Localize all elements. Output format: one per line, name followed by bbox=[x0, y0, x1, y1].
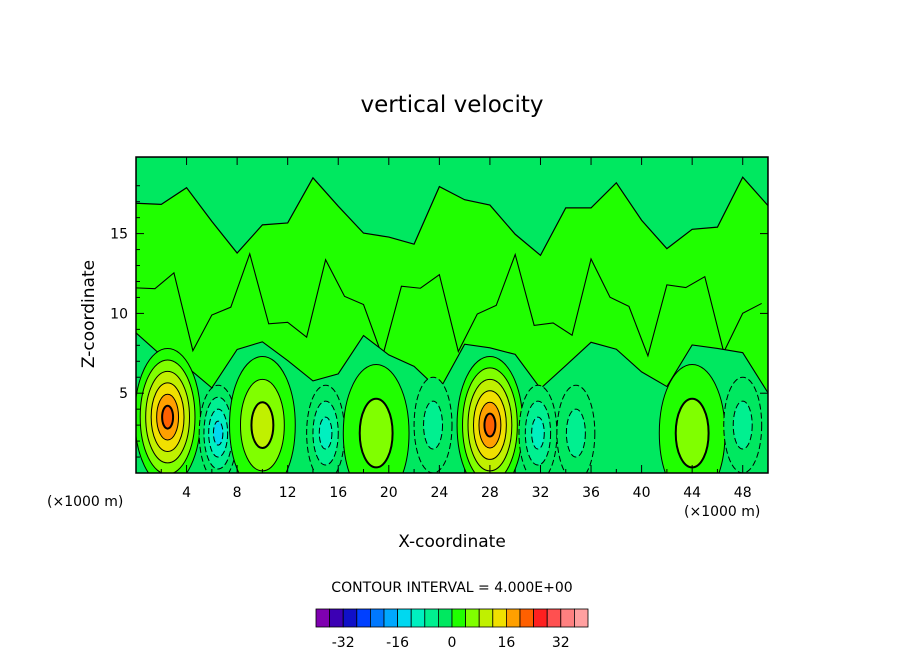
x-tick-label: 32 bbox=[532, 485, 550, 501]
colorbar-swatch bbox=[342, 608, 358, 628]
contour-level bbox=[565, 408, 586, 458]
colorbar-swatch bbox=[505, 608, 521, 628]
colorbar bbox=[315, 608, 589, 628]
colorbar-tick-label: -16 bbox=[386, 635, 409, 651]
contour-level bbox=[212, 420, 224, 446]
colorbar-swatch bbox=[329, 608, 344, 628]
colorbar-swatch bbox=[465, 608, 480, 628]
chart-title: vertical velocity bbox=[361, 92, 544, 118]
colorbar-tick-label: -32 bbox=[332, 635, 355, 651]
colorbar-tick-labels: -32 -16 0 16 32 bbox=[332, 635, 570, 651]
downdraft-cell-3 bbox=[306, 384, 346, 473]
y-tick-label: 15 bbox=[110, 227, 128, 243]
plot-frame bbox=[135, 156, 769, 474]
y-axis-label: Z-coordinate bbox=[79, 260, 99, 368]
contour-level bbox=[318, 416, 333, 450]
x-tick-label: 20 bbox=[380, 485, 398, 501]
x-tick-label: 48 bbox=[734, 485, 752, 501]
downdraft-cell-5 bbox=[413, 376, 453, 473]
x-tick-label: 24 bbox=[430, 485, 448, 501]
contour-field bbox=[136, 157, 768, 473]
y-tick-label: 10 bbox=[110, 306, 128, 322]
x-axis-ticks: 4 8 12 16 20 24 28 32 36 40 44 48 bbox=[160, 157, 752, 501]
x-unit-right: (×1000 m) bbox=[684, 504, 760, 520]
x-tick-label: 36 bbox=[582, 485, 600, 501]
y-axis-ticks: 5 10 15 bbox=[110, 185, 768, 458]
updraft-cell-0 bbox=[136, 348, 201, 473]
updraft-cell-6 bbox=[456, 356, 524, 473]
x-axis-label: X-coordinate bbox=[398, 532, 506, 552]
updraft-cell-9 bbox=[658, 363, 726, 473]
contour-level bbox=[358, 397, 394, 469]
x-tick-label: 8 bbox=[233, 485, 242, 501]
colorbar-swatch bbox=[478, 608, 494, 628]
colorbar-swatch bbox=[437, 608, 453, 628]
x-tick-label: 12 bbox=[279, 485, 297, 501]
contour-level bbox=[161, 404, 175, 430]
colorbar-swatch bbox=[383, 608, 399, 628]
contour-level bbox=[732, 400, 753, 450]
downdraft-cell-7 bbox=[518, 384, 558, 473]
contour-level bbox=[250, 401, 275, 449]
x-tick-label: 44 bbox=[683, 485, 701, 501]
colorbar-swatch bbox=[451, 608, 467, 628]
colorbar-swatch bbox=[574, 608, 589, 628]
downdraft-cell-1 bbox=[198, 384, 238, 473]
x-tick-label: 40 bbox=[633, 485, 651, 501]
y-tick-label: 5 bbox=[119, 386, 128, 402]
contour-level bbox=[531, 416, 545, 450]
x-tick-label: 28 bbox=[481, 485, 499, 501]
downdraft-cell-10 bbox=[723, 376, 763, 473]
colorbar-tick-label: 16 bbox=[497, 635, 515, 651]
colorbar-swatch bbox=[492, 608, 507, 628]
contour-level bbox=[423, 400, 444, 450]
x-tick-label: 4 bbox=[182, 485, 191, 501]
colorbar-tick-label: 32 bbox=[552, 635, 570, 651]
colorbar-swatch bbox=[356, 608, 371, 628]
contour-level bbox=[674, 397, 710, 469]
colorbar-swatch bbox=[410, 608, 426, 628]
x-unit-left: (×1000 m) bbox=[47, 494, 123, 510]
updraft-cell-4 bbox=[342, 363, 410, 473]
colorbar-swatch bbox=[369, 608, 385, 628]
plot-area bbox=[135, 156, 769, 474]
colorbar-swatch bbox=[533, 608, 548, 628]
colorbar-swatch bbox=[315, 608, 331, 628]
colorbar-swatch bbox=[424, 608, 439, 628]
colorbar-swatch bbox=[519, 608, 535, 628]
x-tick-label: 16 bbox=[329, 485, 347, 501]
colorbar-tick-label: 0 bbox=[448, 635, 457, 651]
colorbar-swatch bbox=[560, 608, 575, 628]
downdraft-cell-8 bbox=[556, 384, 596, 473]
contour-line-mid bbox=[136, 251, 762, 359]
updraft-cell-2 bbox=[229, 356, 296, 473]
contour-level bbox=[483, 412, 497, 438]
colorbar-swatch bbox=[397, 608, 412, 628]
colorbar-swatch bbox=[546, 608, 562, 628]
contour-band-upper bbox=[136, 157, 768, 257]
contour-interval-label: CONTOUR INTERVAL = 4.000E+00 bbox=[331, 580, 572, 596]
